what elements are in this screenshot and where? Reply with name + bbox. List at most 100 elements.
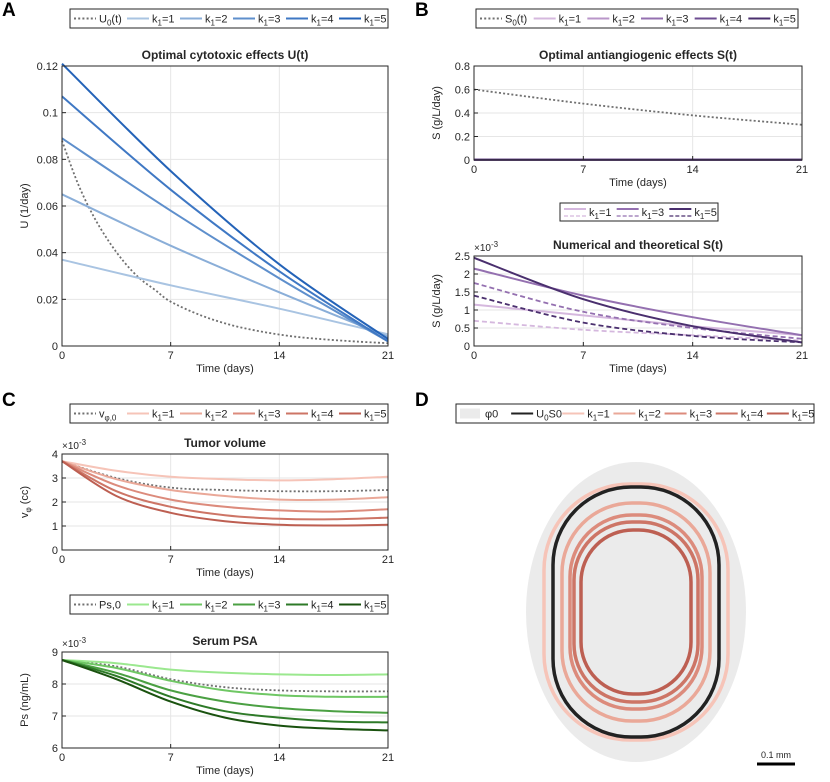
- contour-k1-5: [579, 528, 693, 696]
- legend-label-k1-5-rest: =5: [802, 409, 815, 421]
- legend-label-k1-4-rest: =4: [321, 600, 334, 612]
- legend-label-k1-2-rest: =2: [215, 409, 228, 421]
- legend-label-k1-2-sub: 1: [211, 605, 216, 614]
- legend-label-u0-t: U0(t): [99, 14, 122, 28]
- y-axis-label-group: U (1/day): [19, 183, 31, 228]
- axis-exponent: ×10-3: [62, 438, 87, 452]
- legend-label-k1-5: k1=5: [364, 409, 387, 423]
- x-tick-label: 14: [687, 164, 699, 176]
- y-axis-label-rest: (cc): [19, 486, 31, 507]
- legend-label-k1-2-part: k: [205, 600, 211, 612]
- y-tick-label: 0: [464, 341, 470, 353]
- series-line-k1-4: [61, 95, 389, 343]
- y-tick-label: 0: [464, 155, 470, 167]
- series-line-u0-t: [61, 140, 389, 345]
- legend-label-k1-4-rest: =4: [751, 409, 764, 421]
- y-axis-label: S (g/L/day): [431, 274, 443, 328]
- legend-box: [475, 8, 799, 29]
- legend-label-k1-2-sub: 1: [644, 414, 649, 423]
- series-line-k1-3: [61, 460, 389, 513]
- legend-label-k1-3: k1=3: [666, 14, 689, 28]
- y-tick-label: 0.06: [37, 201, 58, 213]
- legend-label-k1-5-rest: =5: [704, 207, 717, 219]
- legend-box: [69, 8, 389, 29]
- legend-label-k1-3-sub: 1: [647, 212, 652, 221]
- legend-label-k1-2-sub: 1: [211, 414, 216, 423]
- x-axis-label: Time (days): [196, 567, 254, 579]
- y-axis-label: Ps (ng/mL): [19, 673, 31, 727]
- series-line-ps-0: [61, 659, 389, 693]
- y-axis-label: vφ (cc): [19, 486, 33, 518]
- x-tick-label: 7: [580, 350, 586, 362]
- panel-c-tumor-volume-chart: Cvφ,0 k1=1 k1=2 k1=3 k1=4 k1=50 7 14 2101234Time…: [2, 390, 394, 579]
- legend-label-k1-1-part: k: [152, 600, 158, 612]
- chart-title: Serum PSA: [192, 634, 258, 648]
- legend-label-u0-t-rest: (t): [111, 14, 121, 26]
- scale-bar-label: 0.1 mm: [761, 750, 791, 760]
- series-line-k1-1: [61, 258, 389, 336]
- legend-label-k1-4-part: k: [311, 14, 317, 26]
- x-tick-label: 7: [168, 554, 174, 566]
- x-axis-label: Time (days): [196, 765, 254, 777]
- series-line-s0-t: [473, 88, 803, 126]
- legend-label-k1-5: k1=5: [773, 14, 796, 28]
- legend-label-k1-5-part: k: [364, 600, 370, 612]
- y-tick-label: 0.08: [37, 154, 58, 166]
- legend-label-k1-2: k1=2: [612, 14, 635, 28]
- legend-label-k1-4: k1=4: [311, 409, 334, 423]
- legend-label-k1-3-rest: =3: [268, 409, 281, 421]
- series-line-k1-5-theoretical: [473, 294, 803, 344]
- y-tick-label: 0: [52, 545, 58, 557]
- contour-k1-4: [572, 520, 700, 704]
- legend-label-k1-1: k1=1: [152, 409, 175, 423]
- legend-label-k1-3-rest: =3: [676, 14, 689, 26]
- legend-label-k1-4-sub: 1: [317, 19, 322, 28]
- y-tick-label: 0.4: [455, 108, 470, 120]
- y-tick-label: 0.02: [37, 294, 58, 306]
- legend-label-k1-1-rest: =1: [162, 14, 175, 26]
- axes-box: [473, 255, 803, 347]
- chart-title: Optimal cytotoxic effects U(t): [142, 48, 309, 62]
- legend-label-0: φ0: [485, 409, 498, 421]
- legend-label-k1-1-part: k: [589, 207, 595, 219]
- panel-d-tumor-contours: Dφ0 U0S0 k1=1 k1=2 k1=3 k1=4 k1=50.1 mm: [415, 390, 815, 766]
- series-line-k1-2: [61, 659, 389, 698]
- axis-exponent-power: -3: [79, 438, 87, 447]
- legend-label-k1-5: k1=5: [792, 409, 815, 423]
- y-axis-label-group: S (g/L/day): [431, 274, 443, 328]
- legend-label-k1-2-sub: 1: [211, 19, 216, 28]
- x-tick-label: 0: [59, 752, 65, 764]
- legend-label-k1-3-part: k: [642, 207, 648, 219]
- y-tick-label: 0: [52, 341, 58, 353]
- y-axis-label-sub: φ: [24, 507, 33, 512]
- y-tick-label: 1.5: [455, 287, 470, 299]
- x-tick-label: 21: [382, 752, 394, 764]
- panel-letter: C: [2, 390, 16, 411]
- y-axis-label-group: S (g/L/day): [431, 86, 443, 140]
- y-tick-label: 0.5: [455, 323, 470, 335]
- x-tick-label: 21: [382, 554, 394, 566]
- legend-label-k1-1: k1=1: [587, 409, 610, 423]
- legend-label-k1-1-rest: =1: [597, 409, 610, 421]
- legend-label-k1-2-rest: =2: [622, 14, 635, 26]
- legend-label-v-0-part: v: [99, 409, 105, 421]
- legend-label-k1-5-part: k: [773, 14, 779, 26]
- legend-label-k1-3-part: k: [690, 409, 696, 421]
- chart-title: Numerical and theoretical S(t): [553, 238, 723, 252]
- axis-exponent-base: ×10: [62, 441, 79, 452]
- x-axis-label: Time (days): [196, 363, 254, 375]
- legend-label-k1-2-part: k: [612, 14, 618, 26]
- legend-label-u0s0-part: U: [536, 409, 544, 421]
- legend-label-k1-3-part: k: [666, 14, 672, 26]
- panel-b-antiangiogenic-chart: B S0(t) k1=1 k1=2 k1=3 k1=4 k1=50 7 14 2100.20.40…: [415, 0, 808, 189]
- y-axis-label-part: v: [19, 512, 31, 518]
- x-tick-label: 7: [168, 752, 174, 764]
- legend-label-k1-3-part: k: [258, 14, 264, 26]
- series-line-k1-4: [61, 460, 389, 521]
- legend-label-k1-1-part: k: [559, 14, 565, 26]
- y-tick-label: 0.1: [43, 108, 58, 120]
- series-line-k1-2: [61, 460, 389, 501]
- legend-label-k1-1: k1=1: [589, 207, 612, 221]
- legend-label-k1-4-rest: =4: [321, 14, 334, 26]
